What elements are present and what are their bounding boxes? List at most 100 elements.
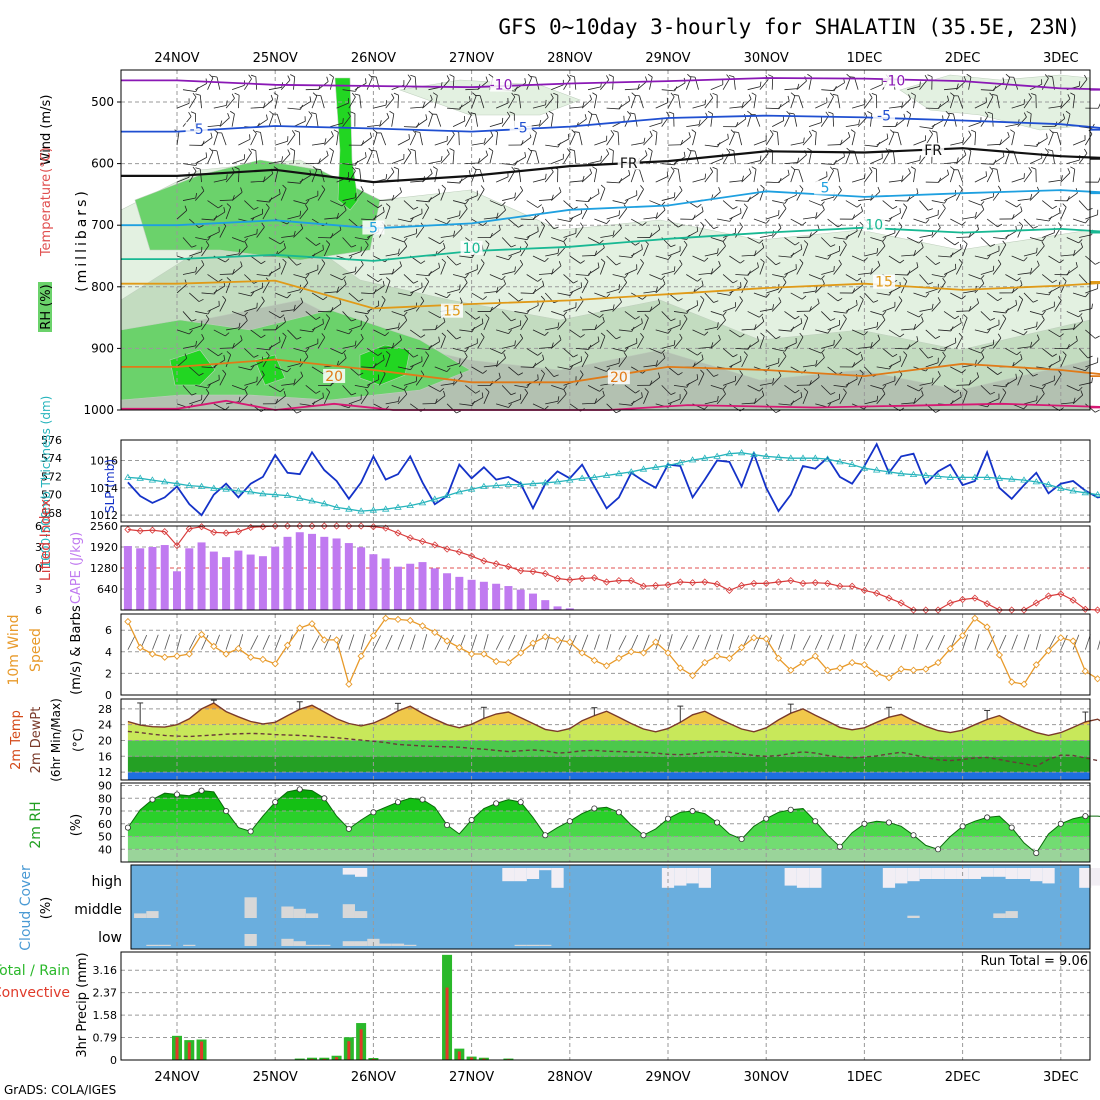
wind-barb-flag: [701, 206, 704, 212]
wind-barb: [483, 317, 490, 331]
wind-barb-flag: [787, 95, 790, 101]
wind-barb-flag: [266, 114, 268, 120]
wind-speed-point: [1069, 637, 1077, 645]
wind-barb-flag: [899, 355, 901, 361]
wind-barb: [790, 292, 803, 300]
wind-barb: [901, 254, 915, 257]
wind-barb-flag: [420, 296, 425, 302]
wind-barb: [199, 95, 202, 109]
wind-barb: [557, 218, 571, 223]
wind-barb: [1005, 378, 1017, 386]
wind-barb: [434, 169, 438, 183]
wind-barb: [366, 348, 379, 356]
wind-barb-flag: [488, 73, 494, 78]
surface-wind-barb: [778, 634, 784, 650]
wind-barb: [496, 329, 509, 335]
wind-barb-flag: [283, 317, 286, 323]
lifted-index-point: [1008, 606, 1016, 614]
wind-barb: [925, 288, 939, 294]
wind-barb-flag: [244, 315, 248, 321]
wind-barb-flag: [765, 219, 770, 224]
thickness-point: [1093, 490, 1100, 498]
wind-barb: [919, 308, 933, 312]
wind-barb: [943, 342, 956, 349]
wind-barb: [434, 218, 448, 225]
wind-barb-flag: [856, 203, 862, 208]
wind-barb-flag: [278, 336, 281, 342]
wind-barb-flag: [372, 129, 378, 133]
wind-barb-flag: [959, 391, 962, 397]
wind-barb: [538, 346, 552, 349]
wind-barb: [195, 384, 209, 389]
wind-barb-flag: [501, 349, 506, 354]
wind-barb: [459, 403, 473, 406]
rh-point: [247, 828, 254, 835]
wind-barb-flag: [942, 203, 946, 209]
wind-speed-point: [787, 666, 795, 674]
thickness-point: [787, 454, 795, 461]
wind-barb-flag: [273, 166, 279, 170]
wind-barb: [416, 200, 430, 203]
wind-barb-flag: [713, 374, 719, 377]
wind-barb: [563, 152, 571, 164]
wind-barb-flag: [963, 150, 967, 155]
wind-barb: [753, 169, 757, 183]
wind-barb: [624, 195, 637, 201]
wind-barb-flag: [712, 166, 718, 170]
wind-barb: [980, 163, 994, 165]
wind-barb-flag: [348, 329, 353, 335]
wind-barb: [968, 121, 981, 128]
wind-barb: [323, 244, 331, 257]
thickness-point: [1057, 484, 1065, 491]
wind-barb: [692, 255, 705, 262]
wind-barb: [1066, 340, 1078, 349]
wind-barb: [870, 311, 883, 316]
surface-wind-barb: [225, 634, 232, 650]
wind-barb-flag: [860, 206, 863, 212]
wind-barb-flag: [508, 255, 512, 260]
panel-frame: [120, 782, 1091, 863]
wind-barb: [950, 141, 964, 146]
wind-barb: [471, 142, 485, 146]
thickness-point: [651, 463, 660, 470]
wind-barb-flag: [697, 277, 702, 282]
wind-barb-flag: [477, 158, 481, 164]
wind-barb-flag: [238, 322, 241, 328]
wind-barb-flag: [430, 94, 433, 100]
wind-barb-flag: [281, 156, 284, 162]
wind-barb: [1005, 123, 1019, 128]
thickness-point: [688, 456, 697, 463]
wind-barb-flag: [919, 81, 921, 87]
wind-barb-flag: [308, 111, 313, 116]
li-tick: 0: [35, 562, 42, 575]
panel-frame: [120, 613, 1091, 696]
wind-barb-flag: [975, 211, 977, 217]
wind-barb: [636, 80, 648, 90]
thickness-point: [639, 465, 648, 472]
lifted-index-point: [652, 581, 660, 590]
wind-barb: [618, 100, 630, 109]
wind-barb-flag: [398, 322, 400, 328]
wind-barb-flag: [250, 291, 255, 297]
wind-speed-point: [308, 620, 316, 628]
wind-barb-flag: [511, 92, 516, 98]
wind-barb-flag: [446, 149, 450, 155]
lifted-index-point: [664, 581, 672, 589]
surface-wind-barb: [360, 634, 366, 650]
wind-barb-flag: [244, 241, 248, 247]
wind-barb: [661, 344, 675, 349]
wind-barb: [569, 133, 576, 146]
wind-barb-flag: [757, 336, 759, 342]
wind-barb-flag: [959, 317, 962, 324]
wind-barb-flag: [441, 184, 446, 189]
wind-barb: [342, 237, 352, 248]
wind-barb-flag: [782, 204, 787, 209]
wind-barb-flag: [573, 280, 578, 284]
wind-barb-flag: [222, 295, 227, 301]
wind-barb: [207, 151, 214, 164]
wind-barb-flag: [480, 185, 485, 190]
wind-speed-point: [602, 662, 611, 670]
lifted-index-point: [750, 579, 758, 587]
wind-barb-flag: [514, 266, 516, 272]
rh-point: [419, 796, 426, 803]
